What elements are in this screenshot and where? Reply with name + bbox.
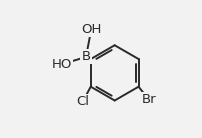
Text: HO: HO [51,58,71,71]
Text: Br: Br [141,93,155,106]
Text: B: B [81,50,90,63]
Text: Cl: Cl [76,95,89,108]
Text: OH: OH [81,23,101,36]
